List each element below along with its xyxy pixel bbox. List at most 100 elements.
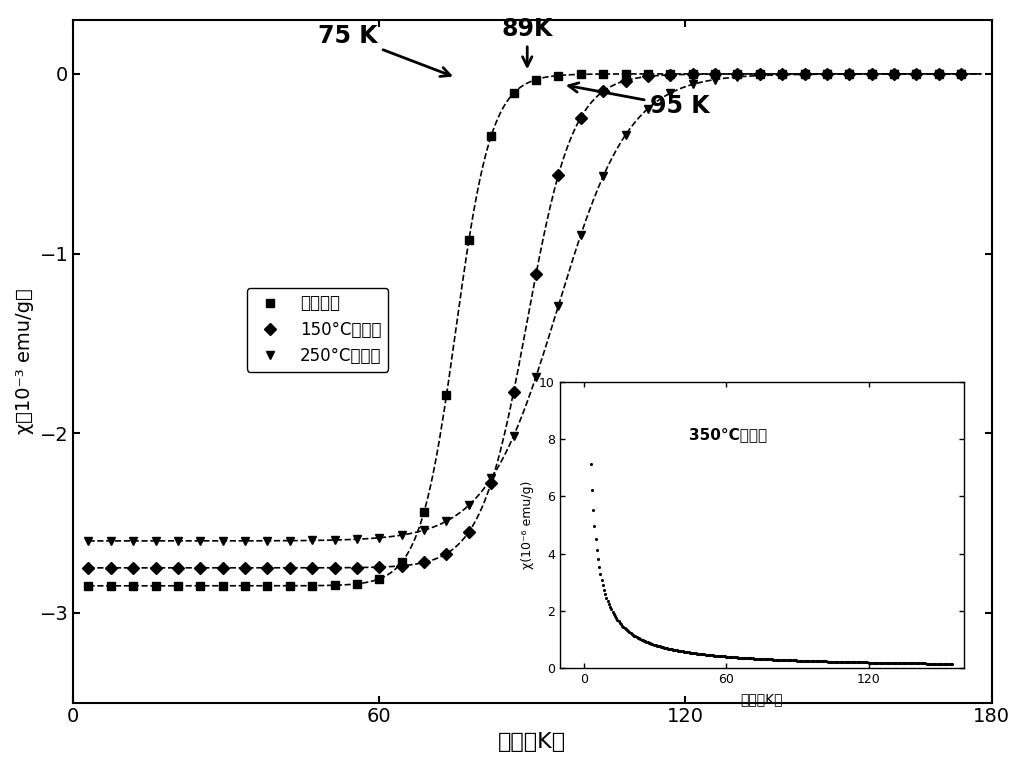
150°C热处理 bbox=[441, 549, 453, 558]
250°C热处理 bbox=[753, 71, 766, 80]
250°C热处理 bbox=[306, 536, 319, 545]
热处理前 bbox=[239, 581, 251, 591]
150°C热处理 bbox=[642, 72, 654, 81]
150°C热处理 bbox=[821, 69, 833, 78]
250°C热处理 bbox=[821, 70, 833, 79]
热处理前 bbox=[127, 581, 139, 591]
250°C热处理 bbox=[776, 70, 788, 79]
250°C热处理 bbox=[239, 536, 251, 545]
250°C热处理 bbox=[441, 516, 453, 525]
150°C热处理 bbox=[507, 387, 520, 397]
150°C热处理 bbox=[955, 69, 968, 78]
热处理前 bbox=[373, 574, 385, 584]
250°C热处理 bbox=[910, 69, 922, 78]
热处理前 bbox=[194, 581, 206, 591]
150°C热处理 bbox=[462, 527, 475, 536]
热处理前 bbox=[888, 69, 900, 78]
热处理前 bbox=[150, 581, 162, 591]
150°C热处理 bbox=[485, 478, 497, 487]
250°C热处理 bbox=[731, 72, 743, 81]
热处理前 bbox=[709, 69, 722, 78]
250°C热处理 bbox=[462, 501, 475, 510]
热处理前 bbox=[284, 581, 296, 591]
150°C热处理 bbox=[753, 69, 766, 78]
150°C热处理 bbox=[306, 563, 319, 572]
250°C热处理 bbox=[284, 536, 296, 545]
热处理前 bbox=[552, 71, 565, 80]
150°C热处理 bbox=[776, 69, 788, 78]
250°C热处理 bbox=[328, 535, 340, 545]
250°C热处理 bbox=[261, 536, 274, 545]
热处理前 bbox=[844, 69, 856, 78]
150°C热处理 bbox=[418, 558, 430, 567]
150°C热处理 bbox=[396, 561, 408, 571]
150°C热处理 bbox=[216, 563, 229, 572]
150°C热处理 bbox=[888, 69, 900, 78]
热处理前 bbox=[418, 507, 430, 516]
热处理前 bbox=[507, 89, 520, 98]
150°C热处理 bbox=[351, 563, 363, 572]
热处理前 bbox=[776, 69, 788, 78]
250°C热处理 bbox=[664, 88, 676, 97]
150°C热处理 bbox=[82, 563, 94, 572]
热处理前 bbox=[798, 69, 811, 78]
150°C热处理 bbox=[552, 170, 565, 179]
Line: 150°C热处理: 150°C热处理 bbox=[84, 70, 966, 572]
150°C热处理 bbox=[530, 270, 542, 279]
250°C热处理 bbox=[396, 531, 408, 540]
250°C热处理 bbox=[709, 75, 722, 84]
150°C热处理 bbox=[798, 69, 811, 78]
250°C热处理 bbox=[507, 431, 520, 440]
热处理前 bbox=[933, 69, 945, 78]
250°C热处理 bbox=[619, 130, 631, 140]
250°C热处理 bbox=[351, 535, 363, 544]
热处理前 bbox=[575, 70, 587, 79]
热处理前 bbox=[306, 581, 319, 591]
150°C热处理 bbox=[194, 563, 206, 572]
热处理前 bbox=[261, 581, 274, 591]
250°C热处理 bbox=[955, 69, 968, 78]
Y-axis label: χ（10⁻³ emu/g）: χ（10⁻³ emu/g） bbox=[15, 288, 34, 434]
250°C热处理 bbox=[127, 536, 139, 545]
150°C热处理 bbox=[619, 76, 631, 85]
150°C热处理 bbox=[910, 69, 922, 78]
150°C热处理 bbox=[844, 69, 856, 78]
150°C热处理 bbox=[597, 87, 609, 96]
热处理前 bbox=[687, 69, 699, 78]
150°C热处理 bbox=[328, 563, 340, 572]
热处理前 bbox=[216, 581, 229, 591]
热处理前 bbox=[642, 69, 654, 78]
150°C热处理 bbox=[105, 563, 117, 572]
250°C热处理 bbox=[575, 230, 587, 239]
150°C热处理 bbox=[865, 69, 877, 78]
热处理前 bbox=[865, 69, 877, 78]
250°C热处理 bbox=[642, 104, 654, 114]
250°C热处理 bbox=[844, 70, 856, 79]
热处理前 bbox=[530, 75, 542, 84]
150°C热处理 bbox=[373, 562, 385, 571]
150°C热处理 bbox=[284, 563, 296, 572]
热处理前 bbox=[441, 390, 453, 400]
250°C热处理 bbox=[552, 301, 565, 311]
150°C热处理 bbox=[687, 70, 699, 79]
热处理前 bbox=[485, 131, 497, 140]
热处理前 bbox=[619, 69, 631, 78]
250°C热处理 bbox=[373, 533, 385, 542]
热处理前 bbox=[664, 69, 676, 78]
热处理前 bbox=[172, 581, 184, 591]
250°C热处理 bbox=[216, 536, 229, 545]
150°C热处理 bbox=[933, 69, 945, 78]
热处理前 bbox=[462, 235, 475, 245]
热处理前 bbox=[910, 69, 922, 78]
250°C热处理 bbox=[530, 372, 542, 381]
250°C热处理 bbox=[485, 474, 497, 483]
150°C热处理 bbox=[731, 69, 743, 78]
250°C热处理 bbox=[105, 536, 117, 545]
150°C热处理 bbox=[575, 113, 587, 122]
150°C热处理 bbox=[261, 563, 274, 572]
X-axis label: 温度（K）: 温度（K） bbox=[498, 732, 567, 752]
热处理前 bbox=[82, 581, 94, 591]
热处理前 bbox=[753, 69, 766, 78]
250°C热处理 bbox=[418, 525, 430, 535]
150°C热处理 bbox=[664, 71, 676, 80]
